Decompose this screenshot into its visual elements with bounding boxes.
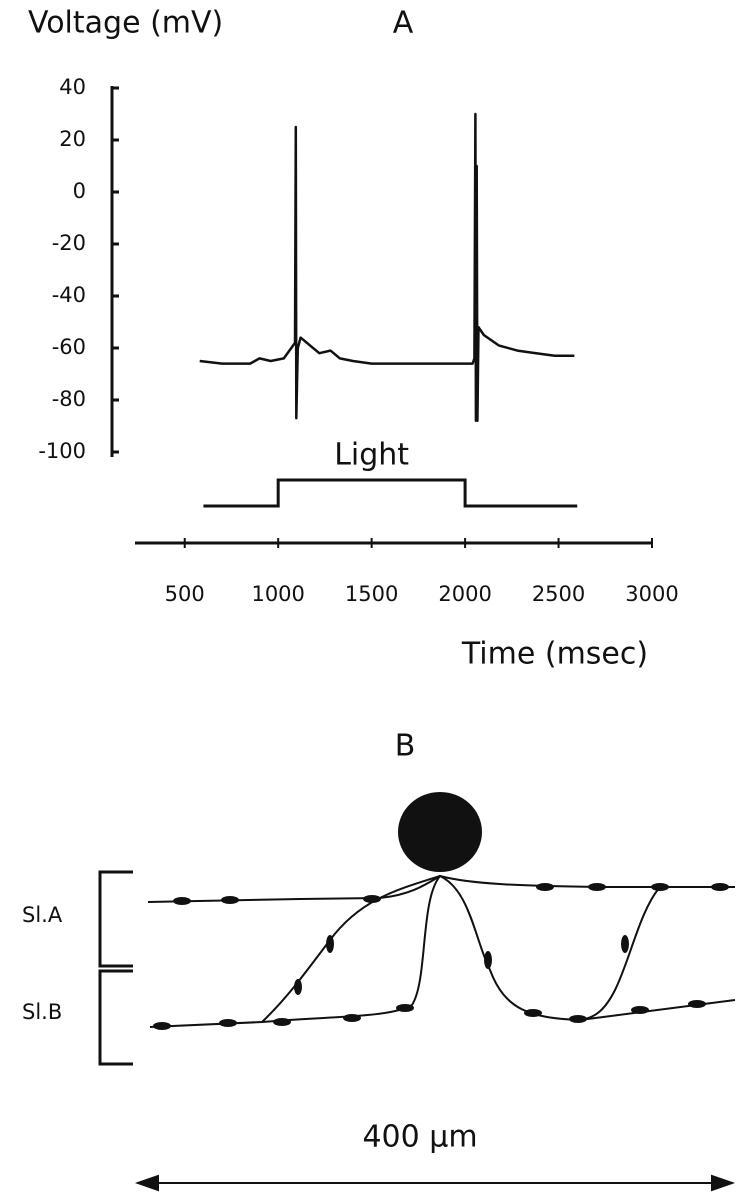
layer-brackets [98,870,133,1066]
voltage-trace [199,112,575,423]
y-tick-label: -100 [38,439,86,463]
scale-label: 400 μm [362,1120,477,1155]
y-tick-label: -40 [52,283,86,307]
panel-title: A [393,6,414,41]
y-tick-label: -20 [52,231,86,255]
x-tick-label: 1500 [345,582,398,606]
x-tick-label: 3000 [625,582,678,606]
y-tick-label: 40 [59,75,86,99]
y-tick-label: -80 [52,387,86,411]
panel-title: B [395,729,416,764]
y-tick-label: 20 [59,127,86,151]
light-stimulus [203,478,578,508]
layer-label: Sl.B [22,1000,62,1024]
x-tick-label: 2500 [532,582,585,606]
dendrites [147,874,736,1028]
x-tick-label: 500 [165,582,205,606]
varicosities [153,883,729,1030]
y-tick-label: -60 [52,335,86,359]
stimulus-label: Light [334,438,409,473]
layer-label: Sl.A [22,903,63,927]
y-tick-label: 0 [73,179,86,203]
soma [398,792,482,872]
x-tick-label: 2000 [438,582,491,606]
scale-arrow [134,1174,736,1192]
y-axis-label: Voltage (mV) [28,6,223,41]
x-axis-label: Time (msec) [461,637,648,672]
x-tick-label: 1000 [251,582,304,606]
